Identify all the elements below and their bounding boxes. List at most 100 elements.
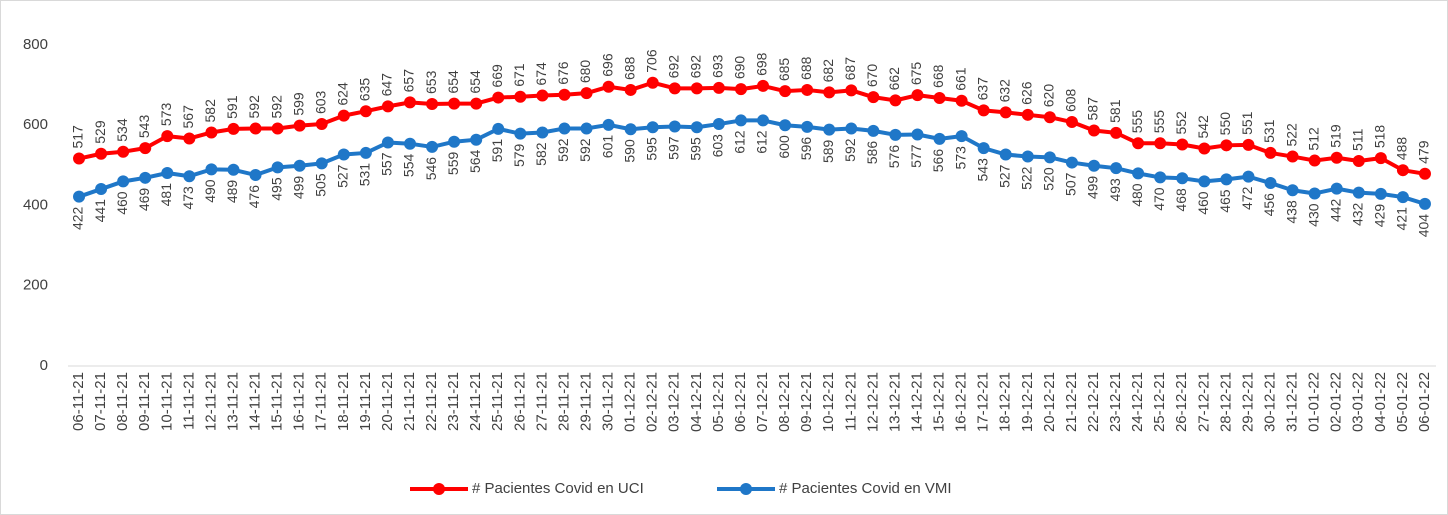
data-point <box>690 82 703 95</box>
data-label: 480 <box>1129 183 1145 207</box>
data-point <box>73 152 86 165</box>
data-label: 687 <box>842 57 858 81</box>
data-label: 564 <box>467 149 483 173</box>
data-label: 499 <box>290 176 306 200</box>
data-label: 592 <box>577 138 593 162</box>
data-point <box>271 161 284 174</box>
data-label: 531 <box>1261 119 1277 143</box>
data-point <box>183 132 196 145</box>
data-label: 519 <box>1327 124 1343 148</box>
x-tick-label: 28-12-21 <box>1217 372 1234 432</box>
legend-marker <box>433 483 445 495</box>
x-tick-label: 17-12-21 <box>975 372 992 432</box>
data-label: 586 <box>864 141 880 165</box>
data-label: 620 <box>1041 84 1057 108</box>
data-point <box>823 123 836 136</box>
x-tick-label: 13-12-21 <box>886 372 903 432</box>
data-point <box>337 148 350 161</box>
x-tick-label: 28-11-21 <box>555 372 572 431</box>
data-label: 647 <box>379 73 395 97</box>
data-point <box>404 137 416 150</box>
data-point <box>1242 138 1255 151</box>
data-label: 661 <box>952 67 968 91</box>
data-point <box>249 169 262 182</box>
data-label: 517 <box>70 125 86 149</box>
data-point <box>95 183 108 196</box>
data-label: 495 <box>268 177 284 201</box>
x-tick-label: 23-11-21 <box>445 372 462 431</box>
data-label: 675 <box>908 62 924 86</box>
data-label: 518 <box>1372 125 1388 149</box>
data-label: 608 <box>1063 88 1079 112</box>
data-label: 555 <box>1129 110 1145 134</box>
data-point <box>867 91 880 104</box>
data-point <box>1154 137 1167 150</box>
x-tick-label: 24-11-21 <box>467 372 484 431</box>
data-point <box>359 105 372 118</box>
data-point <box>139 171 152 184</box>
data-point <box>492 122 505 135</box>
data-point <box>161 166 174 179</box>
data-label: 587 <box>1085 97 1101 121</box>
data-label: 550 <box>1217 112 1233 136</box>
data-point <box>359 146 372 159</box>
x-tick-label: 05-01-22 <box>1394 372 1411 432</box>
data-point <box>1242 170 1255 183</box>
data-label: 529 <box>92 120 108 144</box>
x-tick-label: 08-12-21 <box>776 372 793 432</box>
data-point <box>514 90 527 103</box>
data-point <box>867 124 880 137</box>
data-label: 698 <box>754 52 770 76</box>
data-point <box>315 118 328 131</box>
data-point <box>315 157 328 170</box>
data-point <box>911 128 924 141</box>
y-tick-label: 800 <box>23 36 48 53</box>
data-label: 512 <box>1305 127 1321 151</box>
data-label: 671 <box>511 63 527 87</box>
data-point <box>999 148 1012 161</box>
data-point <box>889 94 902 107</box>
x-tick-label: 29-11-21 <box>577 372 594 431</box>
data-point <box>404 96 416 109</box>
data-point <box>448 97 461 110</box>
x-tick-label: 18-11-21 <box>335 372 352 431</box>
data-point <box>1330 151 1343 164</box>
data-label: 573 <box>158 103 174 127</box>
data-label: 581 <box>1107 99 1123 123</box>
x-tick-label: 01-12-21 <box>622 372 639 432</box>
x-tick-label: 26-12-21 <box>1173 372 1190 432</box>
data-label: 441 <box>92 199 108 223</box>
data-label: 579 <box>511 143 527 167</box>
x-tick-label: 26-11-21 <box>511 372 528 431</box>
x-tick-label: 29-12-21 <box>1239 372 1256 432</box>
data-point <box>845 84 858 97</box>
x-tick-label: 21-11-21 <box>401 372 418 431</box>
y-tick-label: 600 <box>23 116 48 133</box>
data-point <box>911 89 924 102</box>
data-label: 591 <box>224 95 240 119</box>
data-point <box>1418 197 1431 210</box>
data-point <box>712 81 725 94</box>
data-point <box>668 120 681 133</box>
x-tick-label: 11-12-21 <box>842 372 859 431</box>
x-tick-label: 31-12-21 <box>1284 372 1301 432</box>
x-tick-label: 04-01-22 <box>1372 372 1389 432</box>
x-tick-label: 16-11-21 <box>291 372 308 431</box>
data-point <box>1330 182 1343 195</box>
data-point <box>1308 187 1321 200</box>
data-point <box>117 145 130 158</box>
data-point <box>624 123 637 136</box>
data-label: 603 <box>312 90 328 114</box>
data-label: 404 <box>1416 214 1432 238</box>
x-tick-label: 27-12-21 <box>1195 372 1212 432</box>
data-point <box>757 114 770 127</box>
x-tick-label: 20-12-21 <box>1041 372 1058 432</box>
data-label: 577 <box>908 144 924 168</box>
data-point <box>470 97 483 110</box>
data-point <box>1374 187 1387 200</box>
data-point <box>1198 175 1211 188</box>
x-tick-label: 06-01-22 <box>1416 372 1433 432</box>
x-tick-label: 07-11-21 <box>92 372 109 431</box>
data-point <box>1132 167 1145 180</box>
